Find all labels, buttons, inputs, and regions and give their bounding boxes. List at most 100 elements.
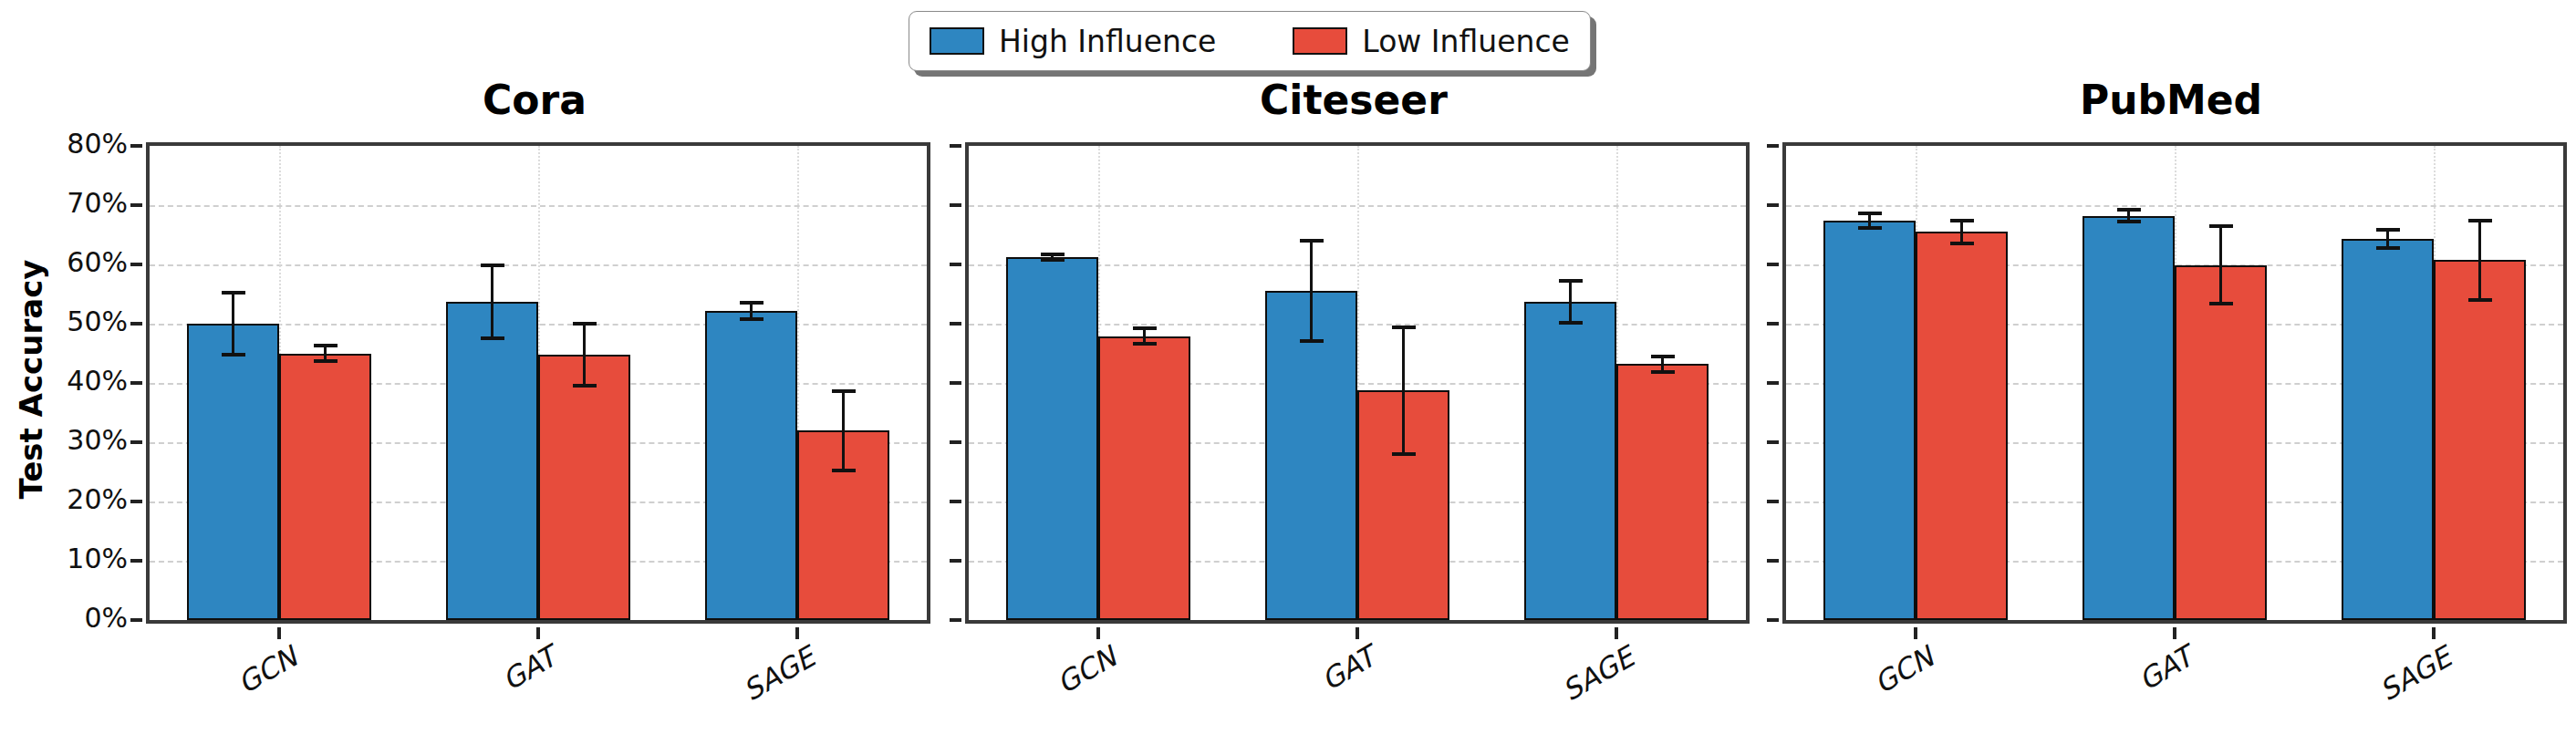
- x-tick-label-gcn: GCN: [1051, 640, 1122, 700]
- y-tick: [950, 500, 961, 503]
- error-bar: [2376, 228, 2400, 249]
- y-tick-label: 30%: [31, 425, 128, 456]
- x-tick-label-sage: SAGE: [738, 640, 821, 707]
- error-bar-cap-top: [1950, 219, 1974, 222]
- y-tick: [130, 263, 142, 266]
- error-bar-line: [491, 264, 494, 341]
- y-tick-label: 70%: [31, 188, 128, 219]
- error-bar-cap-bottom: [573, 384, 597, 388]
- y-tick: [950, 144, 961, 148]
- y-tick-label: 60%: [31, 247, 128, 278]
- bar-pubmed-gcn-low-influence: [1916, 232, 2008, 620]
- error-bar-line: [583, 322, 587, 388]
- error-bar-cap-bottom: [1651, 370, 1675, 374]
- legend-entry-high-influence: High Influence: [930, 24, 1216, 59]
- x-tick: [2173, 627, 2176, 639]
- y-tick-label: 80%: [31, 129, 128, 160]
- error-bar-cap-bottom: [1858, 226, 1882, 230]
- y-tick: [950, 618, 961, 622]
- error-bar-line: [2478, 219, 2482, 302]
- error-bar-cap-bottom: [832, 469, 856, 472]
- x-tick-label-sage: SAGE: [2374, 640, 2457, 707]
- error-bar-cap-top: [1041, 253, 1065, 256]
- error-bar-line: [232, 291, 235, 357]
- y-tick: [130, 381, 142, 385]
- error-bar-cap-top: [740, 301, 763, 305]
- error-bar-cap-bottom: [2468, 298, 2492, 302]
- x-tick-label-gat: GAT: [497, 640, 562, 697]
- bar-chart-figure: High Influence Low Influence Test Accura…: [0, 0, 2576, 734]
- error-bar-line: [1569, 279, 1573, 324]
- y-tick: [1767, 500, 1779, 503]
- y-tick: [950, 559, 961, 563]
- y-tick-label: 0%: [31, 603, 128, 634]
- y-tick: [950, 381, 961, 385]
- error-bar-cap-top: [1300, 239, 1324, 243]
- error-bar-cap-top: [2117, 208, 2141, 212]
- error-bar-line: [1402, 326, 1406, 456]
- y-tick-label: 50%: [31, 306, 128, 337]
- error-bar: [1858, 212, 1882, 230]
- error-bar: [740, 301, 763, 321]
- y-tick: [130, 203, 142, 207]
- error-bar-cap-bottom: [314, 359, 338, 363]
- error-bar: [1559, 279, 1583, 324]
- error-bar-cap-top: [573, 322, 597, 326]
- bar-citeseer-sage-low-influence: [1616, 364, 1709, 620]
- error-bar-line: [842, 389, 846, 472]
- error-bar: [222, 291, 245, 357]
- x-tick-label-gcn: GCN: [232, 640, 303, 700]
- x-tick: [1914, 627, 1917, 639]
- y-tick: [130, 559, 142, 563]
- bar-pubmed-sage-high-influence: [2342, 239, 2434, 620]
- y-tick: [950, 203, 961, 207]
- error-bar-cap-bottom: [222, 353, 245, 357]
- error-bar-cap-top: [1133, 326, 1157, 330]
- y-tick: [1767, 144, 1779, 148]
- subplot-cora: [146, 142, 930, 624]
- error-bar-cap-top: [832, 389, 856, 393]
- error-bar: [1041, 253, 1065, 262]
- error-bar: [1300, 239, 1324, 343]
- y-tick: [130, 500, 142, 503]
- y-tick: [130, 440, 142, 444]
- y-tick: [1767, 618, 1779, 622]
- x-tick-label-gcn: GCN: [1868, 640, 1939, 700]
- error-bar-cap-bottom: [1392, 452, 1416, 456]
- legend-label-low-influence: Low Influence: [1362, 24, 1570, 59]
- x-tick: [1096, 627, 1100, 639]
- x-tick: [1356, 627, 1359, 639]
- error-bar: [2117, 208, 2141, 223]
- x-tick-label-sage: SAGE: [1557, 640, 1640, 707]
- y-tick: [1767, 263, 1779, 266]
- legend-swatch-high-influence: [930, 27, 984, 55]
- bar-cora-sage-high-influence: [705, 311, 797, 620]
- error-bar: [1950, 219, 1974, 245]
- error-bar-cap-bottom: [1300, 339, 1324, 343]
- error-bar-cap-bottom: [2376, 246, 2400, 250]
- error-bar-cap-bottom: [1133, 342, 1157, 346]
- error-bar-cap-bottom: [740, 317, 763, 321]
- y-tick: [130, 144, 142, 148]
- x-tick: [277, 627, 281, 639]
- error-bar: [1392, 326, 1416, 456]
- error-bar-cap-top: [1392, 326, 1416, 329]
- bar-pubmed-gat-low-influence: [2175, 265, 2267, 620]
- bar-cora-gat-low-influence: [538, 355, 630, 620]
- x-tick: [795, 627, 799, 639]
- y-tick: [130, 322, 142, 326]
- error-bar: [2468, 219, 2492, 302]
- legend-swatch-low-influence: [1293, 27, 1347, 55]
- subplot-citeseer: [965, 142, 1750, 624]
- error-bar-line: [2219, 224, 2223, 305]
- subplot-title-cora: Cora: [306, 77, 763, 123]
- error-bar: [1133, 326, 1157, 346]
- y-tick: [1767, 322, 1779, 326]
- error-bar-cap-top: [481, 264, 504, 267]
- plot-area: [1786, 146, 2563, 620]
- error-bar-cap-bottom: [2209, 302, 2233, 305]
- error-bar-cap-top: [2209, 224, 2233, 228]
- bar-cora-gat-high-influence: [446, 302, 538, 620]
- y-tick: [1767, 203, 1779, 207]
- bar-cora-gcn-low-influence: [279, 354, 371, 621]
